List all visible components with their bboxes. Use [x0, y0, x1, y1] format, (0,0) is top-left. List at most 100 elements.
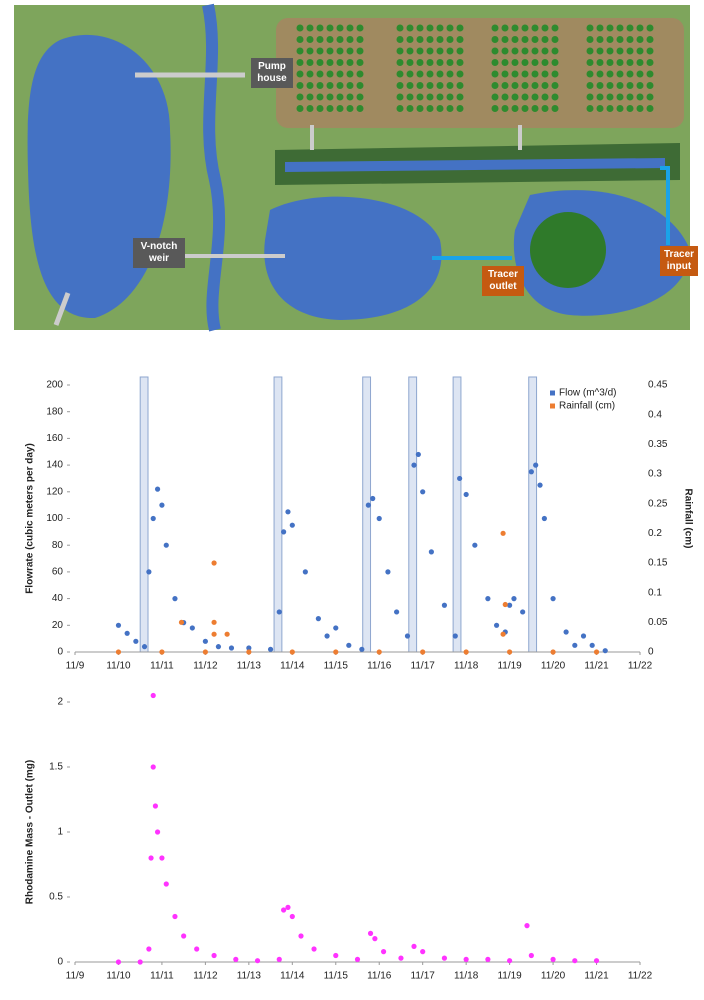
- crop: [511, 47, 519, 55]
- crop: [541, 82, 549, 89]
- x-tick-label: 11/12: [193, 971, 218, 982]
- point: [370, 495, 376, 502]
- point: [520, 609, 526, 615]
- x-tick-label: 11/21: [584, 661, 609, 672]
- point: [163, 881, 169, 887]
- point: [281, 529, 287, 535]
- crop: [511, 59, 519, 66]
- x-tick-label: 11/10: [106, 661, 131, 672]
- point: [178, 619, 185, 625]
- crop: [426, 47, 434, 55]
- point: [276, 956, 282, 962]
- crop: [436, 93, 444, 101]
- crop: [416, 82, 424, 89]
- x-tick-label: 11/17: [411, 971, 436, 982]
- highlight-band: [452, 376, 462, 653]
- y2-tick-label: 0: [648, 647, 654, 658]
- point: [398, 955, 404, 961]
- x-tick-label: 11/19: [497, 661, 522, 672]
- crop: [491, 93, 499, 101]
- y-axis-label: Flowrate (cubic meters per day): [25, 443, 36, 594]
- crop: [296, 47, 304, 55]
- point: [233, 956, 239, 962]
- crops: [296, 24, 654, 112]
- point: [289, 649, 295, 655]
- crop: [541, 105, 549, 112]
- point: [365, 502, 371, 508]
- crop: [626, 59, 634, 66]
- crop: [326, 70, 334, 78]
- crop: [336, 59, 344, 66]
- crop: [436, 70, 444, 78]
- crop: [521, 70, 529, 78]
- crop: [531, 105, 539, 112]
- legend-swatch: [550, 403, 555, 409]
- label: Tracer input: [660, 246, 698, 276]
- crop: [501, 47, 509, 55]
- crop: [456, 47, 464, 55]
- crop: [356, 70, 364, 78]
- x-tick-label: 11/15: [324, 661, 349, 672]
- crop: [306, 93, 314, 101]
- crop: [396, 24, 404, 32]
- y-tick-label: 120: [46, 486, 63, 497]
- point: [246, 649, 252, 655]
- crop: [606, 105, 614, 112]
- point: [472, 542, 478, 548]
- crop: [426, 24, 434, 32]
- point: [189, 625, 195, 631]
- point: [528, 952, 534, 959]
- crop: [346, 47, 354, 55]
- crop: [456, 105, 464, 112]
- crop: [316, 36, 324, 43]
- crop: [636, 70, 644, 78]
- crop: [336, 105, 344, 112]
- crop: [416, 105, 424, 112]
- crop: [416, 24, 424, 32]
- crop: [616, 70, 624, 78]
- crop: [616, 93, 624, 101]
- point: [202, 638, 208, 644]
- crop: [531, 36, 539, 43]
- crop: [306, 24, 314, 32]
- y2-tick-label: 0.1: [648, 587, 662, 598]
- point: [150, 764, 156, 770]
- y-axis-label: Rhodamine Mass - Outlet (mg): [25, 760, 36, 904]
- crop: [336, 47, 344, 55]
- pond: [264, 196, 442, 320]
- point: [324, 633, 330, 639]
- crop: [436, 82, 444, 89]
- crop: [596, 82, 604, 89]
- crop: [296, 36, 304, 43]
- y2-axis-label: Rainfall (cm): [682, 488, 693, 548]
- crop: [491, 82, 499, 89]
- crop: [616, 36, 624, 43]
- y-tick-label: 180: [46, 406, 63, 417]
- crop: [586, 82, 594, 89]
- y2-tick-label: 0.05: [648, 617, 668, 628]
- crop: [596, 36, 604, 43]
- crop: [356, 47, 364, 55]
- crop: [551, 36, 559, 43]
- point: [333, 952, 339, 959]
- point: [148, 855, 154, 861]
- crop: [316, 82, 324, 89]
- crop: [306, 105, 314, 112]
- crop: [456, 36, 464, 43]
- point: [485, 956, 491, 962]
- crop: [606, 93, 614, 101]
- point: [367, 930, 374, 936]
- vegetation: [530, 212, 606, 288]
- river: [202, 3, 226, 332]
- point: [572, 642, 578, 648]
- crop: [596, 70, 604, 78]
- crop: [626, 47, 634, 55]
- crop: [606, 24, 614, 32]
- crop: [316, 70, 324, 78]
- y-tick-label: 0.5: [49, 892, 63, 903]
- crop: [336, 36, 344, 43]
- x-tick-label: 11/14: [280, 971, 305, 982]
- crop: [416, 93, 424, 101]
- crop: [551, 24, 559, 32]
- crop: [336, 70, 344, 78]
